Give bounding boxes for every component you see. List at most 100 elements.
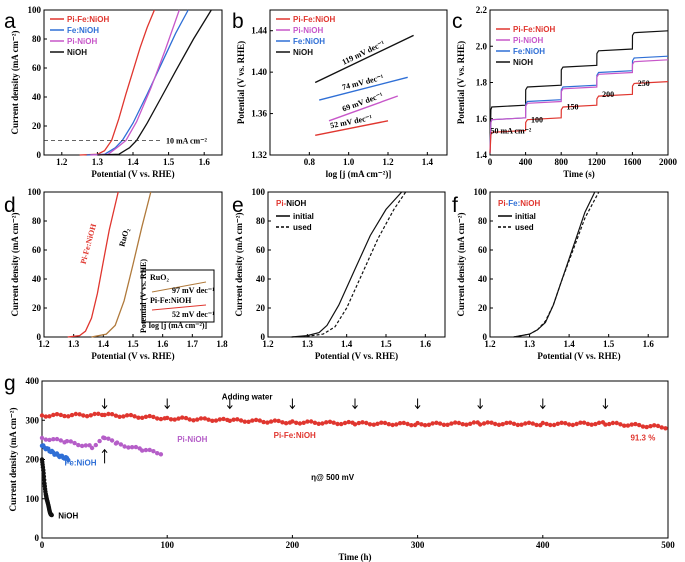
- curve-label-ruo2: RuO₂: [117, 227, 131, 248]
- data-point: [386, 422, 391, 427]
- data-point: [106, 411, 111, 417]
- inset-ylabel: Potential (V vs. RHE): [139, 259, 148, 333]
- data-point: [356, 420, 361, 426]
- data-point: [92, 411, 97, 417]
- series-label: Pi-NiOH: [177, 435, 207, 444]
- water-arrow: [226, 398, 233, 410]
- data-point: [441, 422, 447, 427]
- panel-a: a 1.2 1.3 1.4 1.5 1.6 0 20 40 60 80 100 Potential (V…: [4, 5, 223, 179]
- data-point: [434, 420, 439, 425]
- data-point: [382, 420, 388, 426]
- adding-water-label: Adding water: [222, 392, 273, 401]
- data-point: [79, 443, 85, 449]
- legend-label: Pi-NiOH: [67, 37, 97, 46]
- data-point: [367, 422, 373, 427]
- data-point: [191, 418, 196, 423]
- x-tick-label: 1.2: [38, 339, 50, 349]
- data-point: [585, 421, 591, 427]
- series-line-Fe: [86, 9, 189, 156]
- tafel-line-PiFe: [315, 120, 389, 136]
- data-point: [607, 421, 612, 427]
- data-point: [41, 471, 46, 476]
- data-point: [172, 417, 177, 422]
- data-point: [578, 420, 583, 425]
- data-point: [47, 437, 52, 443]
- y-tick-label: 0: [37, 332, 42, 342]
- x-tick-label: 1.6: [643, 339, 655, 349]
- data-point: [453, 420, 458, 425]
- data-point: [136, 415, 141, 420]
- data-point: [49, 512, 54, 518]
- y-axis-label: Potential (V vs. RHE): [236, 41, 246, 124]
- x-tick-label: 1200: [588, 157, 607, 167]
- x-tick-label: 1.5: [603, 339, 615, 349]
- data-point: [655, 423, 661, 429]
- y-tick-label: 60: [478, 245, 488, 255]
- data-point: [140, 448, 145, 453]
- y-tick-label: 20: [32, 121, 42, 131]
- legend-label: Pi-NiOH: [293, 26, 323, 35]
- x-tick-label: 400: [536, 540, 550, 550]
- data-point: [155, 451, 160, 456]
- y-tick-label: 2.0: [476, 41, 488, 51]
- step-line-PiFe: [489, 81, 669, 154]
- data-point: [563, 421, 568, 426]
- data-point: [155, 416, 160, 421]
- data-point: [526, 420, 532, 425]
- water-arrow: [164, 398, 171, 410]
- data-point: [379, 420, 384, 425]
- series-line-PiFe: [79, 9, 156, 156]
- inset-label: 97 mV dec⁻¹: [172, 286, 215, 295]
- panel-label: f: [452, 194, 458, 217]
- y-tick-label: 60: [32, 245, 42, 255]
- series-line-Pi: [90, 9, 180, 156]
- data-point: [301, 420, 306, 425]
- x-tick-label: 1.4: [98, 339, 110, 349]
- data-point: [320, 421, 325, 426]
- data-point: [217, 417, 222, 422]
- data-point: [129, 445, 135, 450]
- data-point: [265, 420, 270, 425]
- data-point: [73, 411, 79, 417]
- data-point: [77, 412, 82, 417]
- data-point: [530, 421, 535, 426]
- data-point: [122, 444, 127, 449]
- data-point: [352, 422, 358, 427]
- data-point: [97, 438, 102, 444]
- water-arrow: [101, 398, 108, 410]
- data-point: [331, 420, 336, 425]
- y-tick-label: 200: [26, 455, 40, 465]
- x-axis-label: Potential (V vs. RHE): [315, 351, 398, 361]
- y-tick-label: 40: [256, 274, 266, 284]
- data-point: [198, 416, 204, 421]
- x-tick-label: 1.6: [199, 157, 211, 167]
- data-point: [102, 412, 107, 418]
- data-point: [83, 443, 89, 448]
- legend-label: NiOH: [293, 48, 313, 57]
- data-point: [54, 412, 60, 417]
- data-point: [297, 421, 303, 426]
- x-tick-label: 400: [519, 157, 533, 167]
- data-point: [464, 422, 469, 427]
- data-point: [335, 421, 340, 427]
- y-tick-label: 40: [478, 274, 488, 284]
- x-axis-label: Time (s): [563, 169, 595, 179]
- panel-d: d 1.2 1.3 1.4 1.5 1.6 1.7 1.8 0 20 40 60 80 100 Potent…: [4, 187, 228, 361]
- x-tick-label: 100: [160, 540, 174, 550]
- y-tick-label: 40: [32, 274, 42, 284]
- data-point: [143, 414, 149, 419]
- data-point: [276, 418, 281, 424]
- y-tick-label: 40: [32, 92, 42, 102]
- data-point: [468, 421, 473, 426]
- data-point: [309, 419, 314, 424]
- data-point: [290, 419, 295, 424]
- water-arrow: [352, 398, 358, 410]
- tafel-slope-label: 69 mV dec⁻¹: [341, 90, 385, 113]
- y-tick-label: 1.8: [476, 78, 488, 88]
- data-point: [168, 417, 174, 422]
- data-point: [422, 423, 428, 428]
- data-point: [644, 424, 649, 430]
- data-point: [151, 414, 156, 420]
- legend-label: Pi-NiOH: [513, 36, 543, 45]
- data-point: [132, 414, 137, 419]
